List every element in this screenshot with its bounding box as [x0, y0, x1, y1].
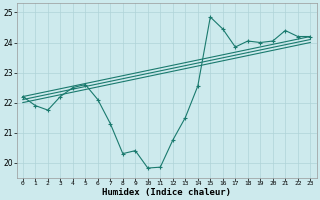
X-axis label: Humidex (Indice chaleur): Humidex (Indice chaleur): [102, 188, 231, 197]
